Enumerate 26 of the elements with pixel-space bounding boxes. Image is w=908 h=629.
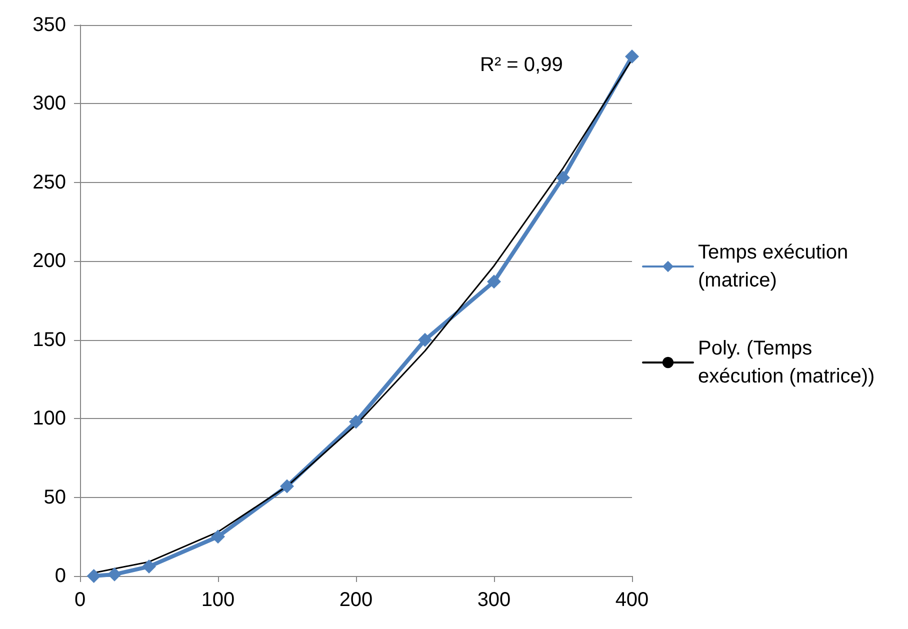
point [556,170,570,185]
point [280,479,294,494]
x-tick-label: 0 [74,589,86,611]
y-tick-label: 0 [54,565,66,587]
point [625,49,639,64]
point [142,560,156,574]
x-tick-label: 200 [339,589,373,611]
y-tick-label: 100 [32,408,66,430]
point [211,530,225,544]
y-tick-label: 350 [32,14,66,36]
y-tick-label: 250 [32,171,66,194]
point [418,332,432,347]
point [108,567,122,582]
legend-label: Temps exécution (matrice) [698,242,854,292]
x-tick-label: 100 [201,589,235,611]
x-tick-label: 400 [615,589,649,611]
y-tick-label: 50 [44,486,66,508]
point [487,274,501,289]
y-tick-label: 150 [32,328,66,351]
x-tick-label: 300 [477,589,511,611]
point [86,569,101,583]
legend-label: Poly. (Temps exécution (matrice)) [698,338,875,388]
point [349,414,363,429]
y-tick-label: 200 [32,250,66,272]
y-tick-label: 300 [32,92,66,115]
annotation: R² = 0,99 [480,54,563,76]
